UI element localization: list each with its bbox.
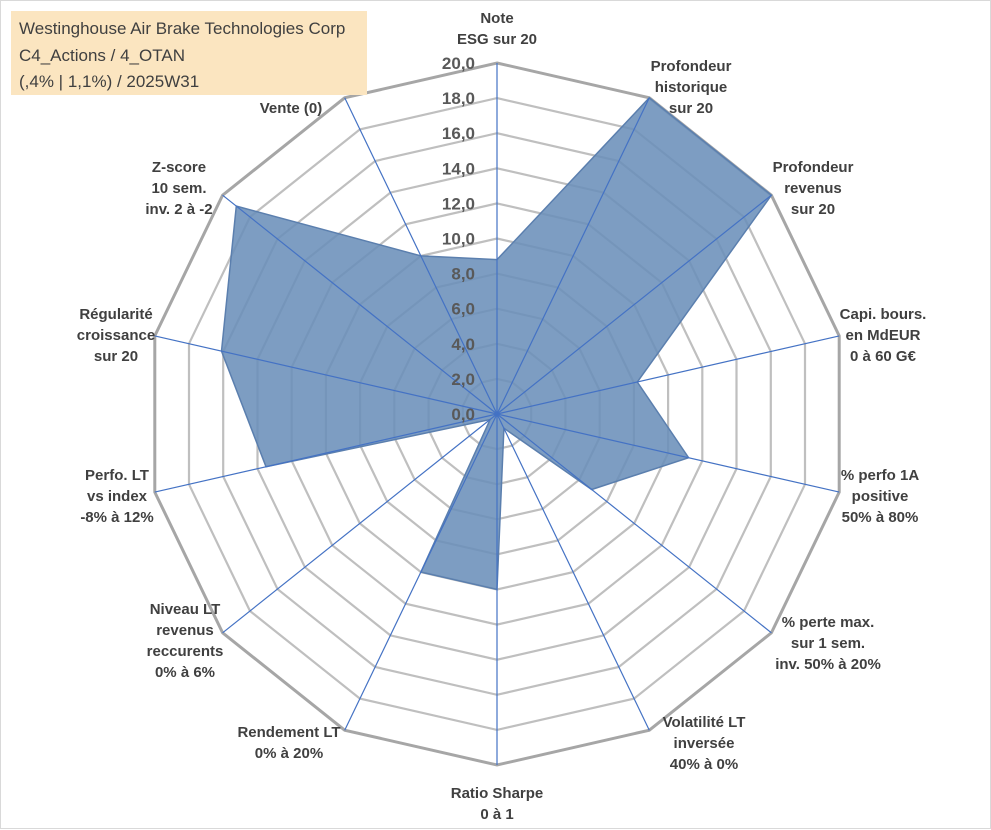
axis-label-line: revenus xyxy=(156,622,214,639)
tick-label: 10,0 xyxy=(442,230,475,249)
tick-label: 14,0 xyxy=(442,159,475,178)
axis-label-3: Profondeur revenus sur 20 xyxy=(773,159,854,218)
axis-label-line: Niveau LT xyxy=(150,601,221,618)
tick-label: 20,0 xyxy=(442,54,475,73)
axis-label-line: Capi. bours. xyxy=(840,306,927,323)
axis-label-line: 10 sem. xyxy=(151,180,206,197)
axis-label-line: Perfo. LT xyxy=(85,467,149,484)
axis-label-line: en MdEUR xyxy=(846,327,921,344)
axis-label-13: Z-score 10 sem. inv. 2 à -2 xyxy=(145,159,212,218)
axis-label-line: revenus xyxy=(784,180,842,197)
axis-label-line: Régularité xyxy=(79,306,152,323)
axis-label-12: Régularité croissance sur 20 xyxy=(77,306,155,365)
axis-label-8: Ratio Sharpe 0 à 1 xyxy=(451,785,544,823)
axis-label-11: Perfo. LT vs index -8% à 12% xyxy=(80,467,153,526)
chart-title-line-3: (,4% | 1,1%) / 2025W31 xyxy=(19,72,199,92)
axis-label-line: positive xyxy=(852,488,909,505)
axis-label-line: 0% à 6% xyxy=(155,664,215,681)
axis-label-line: Z-score xyxy=(152,159,206,176)
tick-label: 18,0 xyxy=(442,89,475,108)
axis-label-line: ESG sur 20 xyxy=(457,31,537,48)
axis-label-line: Profondeur xyxy=(651,58,732,75)
axis-label-line: Profondeur xyxy=(773,159,854,176)
axis-label-line: historique xyxy=(655,79,728,96)
axis-label-6: % perte max. sur 1 sem. inv. 50% à 20% xyxy=(775,614,881,673)
axis-label-line: croissance xyxy=(77,327,155,344)
axis-label-line: inv. 2 à -2 xyxy=(145,201,212,218)
axis-label-line: Rendement LT xyxy=(237,724,340,741)
axis-label-line: sur 20 xyxy=(791,201,835,218)
axis-label-line: reccurents xyxy=(147,643,224,660)
axis-label-5: % perfo 1A positive 50% à 80% xyxy=(841,467,920,526)
axis-label-line: sur 1 sem. xyxy=(791,635,865,652)
axis-label-7: Volatilité LT inversée 40% à 0% xyxy=(663,714,746,773)
tick-label: 8,0 xyxy=(451,265,475,284)
axis-label-line: -8% à 12% xyxy=(80,509,153,526)
tick-label: 16,0 xyxy=(442,124,475,143)
axis-label-line: 40% à 0% xyxy=(670,756,738,773)
axis-label-line: 0 à 1 xyxy=(480,806,513,823)
axis-label-line: Ratio Sharpe xyxy=(451,785,544,802)
axis-label-1: Note ESG sur 20 xyxy=(457,10,537,48)
axis-label-10: Niveau LT revenus reccurents 0% à 6% xyxy=(147,601,224,681)
axis-label-line: % perte max. xyxy=(782,614,875,631)
chart-title-line-1: Westinghouse Air Brake Technologies Corp xyxy=(19,19,345,39)
axis-label-9: Rendement LT 0% à 20% xyxy=(237,724,340,762)
axis-label-line: inv. 50% à 20% xyxy=(775,656,881,673)
axis-label-line: Vente (0) xyxy=(260,100,323,117)
axis-label-line: Volatilité LT xyxy=(663,714,746,731)
tick-label: 0,0 xyxy=(451,405,475,424)
axis-label-line: % perfo 1A xyxy=(841,467,920,484)
tick-label: 6,0 xyxy=(451,300,475,319)
axis-label-line: inversée xyxy=(674,735,735,752)
chart-title-line-2: C4_Actions / 4_OTAN xyxy=(19,46,185,66)
axis-label-line: Note xyxy=(480,10,513,27)
axis-label-line: sur 20 xyxy=(94,348,138,365)
tick-label: 4,0 xyxy=(451,335,475,354)
axis-label-line: sur 20 xyxy=(669,100,713,117)
axis-label-line: vs index xyxy=(87,488,148,505)
axis-label-line: 0 à 60 G€ xyxy=(850,348,917,365)
axis-label-4: Capi. bours. en MdEUR 0 à 60 G€ xyxy=(840,306,927,365)
tick-label: 12,0 xyxy=(442,194,475,213)
tick-label: 2,0 xyxy=(451,370,475,389)
axis-label-line: 0% à 20% xyxy=(255,745,323,762)
axis-label-line: 50% à 80% xyxy=(842,509,919,526)
